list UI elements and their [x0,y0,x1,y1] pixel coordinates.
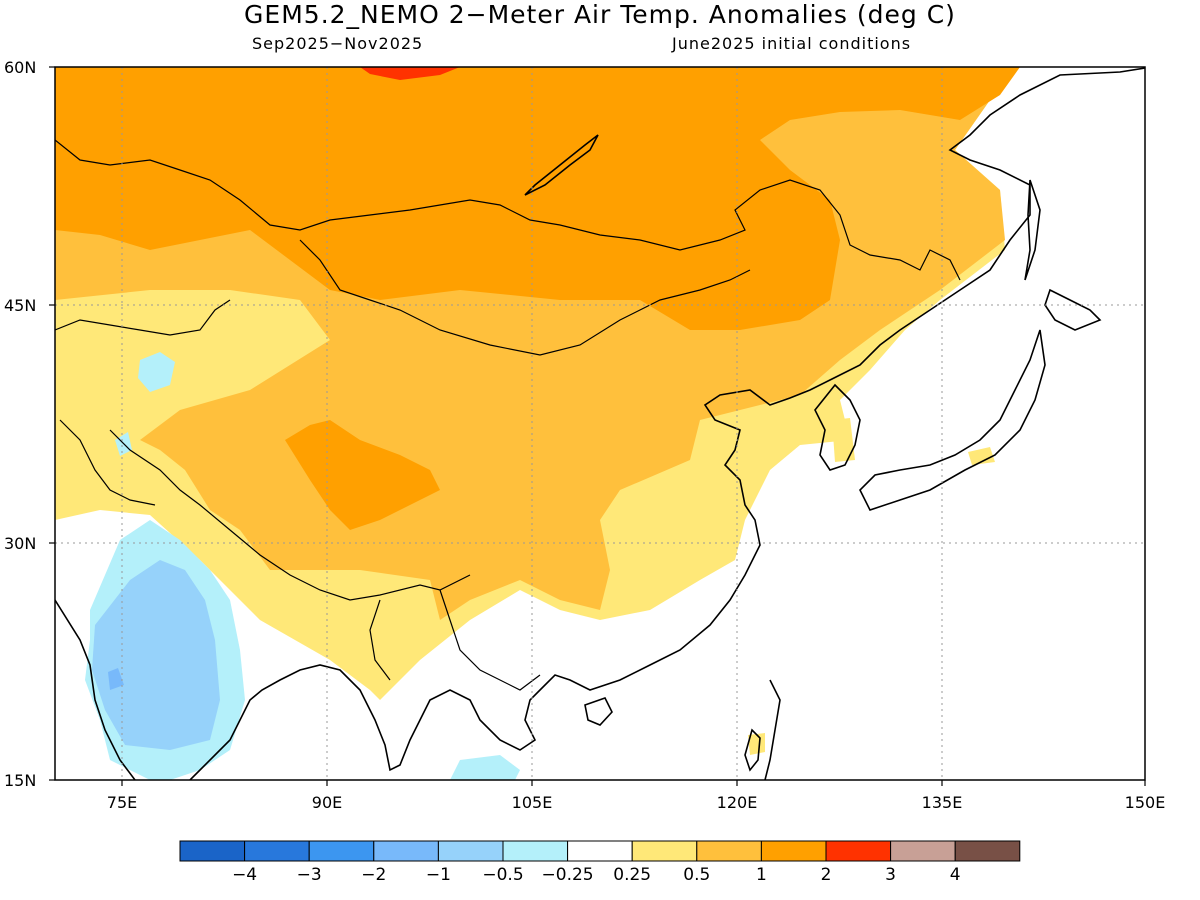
anomaly-region-1-2 [55,67,1020,330]
anomaly-region-neg-0.5-1 [92,560,220,750]
anomaly-field [55,67,1145,780]
colorbar-swatch [437,840,504,862]
colorbar-swatch [179,840,246,862]
colorbar-label: −3 [297,865,322,885]
colorbar-label: 0.25 [613,865,651,885]
anomaly-region-neg-0.25-0.5-kazakh [138,352,175,392]
lon-label-105e: 105E [512,793,553,812]
colorbar-swatch [567,840,633,862]
colorbar-label: 1 [756,865,767,885]
colorbar-swatch [696,840,762,862]
colorbar-swatch [373,840,439,862]
anomaly-region-2-3 [360,67,460,80]
colorbar-swatch [760,840,827,862]
anomaly-region-0.25-0.5-japan [968,447,995,465]
lat-label-15n: 15N [4,771,36,790]
gridlines [55,67,1145,780]
anomaly-region-neg-0.25-0.5-indochina [450,755,520,780]
colorbar-label: −0.5 [482,865,523,885]
forecast-period: Sep2025−Nov2025 [252,34,424,53]
colorbar-label: 0.5 [683,865,710,885]
lon-label-150e: 150E [1125,793,1166,812]
colorbar-swatch [890,840,956,862]
colorbar-label: −2 [361,865,386,885]
colorbar: −4 −3 −2 −1 −0.5 −0.25 0.25 0.5 1 2 3 4 [179,840,1021,885]
colorbar-label: −4 [232,865,257,885]
lat-label-30n: 30N [4,534,36,553]
lat-label-60n: 60N [4,58,36,77]
colorbar-swatch [502,840,569,862]
colorbar-swatch [631,840,698,862]
colorbar-swatch [308,840,375,862]
colorbar-label: 3 [885,865,896,885]
colorbar-label: −1 [426,865,451,885]
initial-conditions: June2025 initial conditions [672,34,912,53]
country-borders [55,139,961,691]
anomaly-region-0.25-0.5-korea [832,418,855,462]
colorbar-swatch [244,840,310,862]
lon-label-135e: 135E [922,793,963,812]
lon-label-90e: 90E [312,793,342,812]
lon-label-120e: 120E [717,793,758,812]
axis-ticks [49,66,1146,786]
coastlines [55,67,1145,780]
colorbar-swatch [825,840,892,862]
colorbar-label: 2 [821,865,832,885]
lat-label-45n: 45N [4,296,36,315]
colorbar-label: 4 [950,865,961,885]
map-title: GEM5.2_NEMO 2−Meter Air Temp. Anomalies … [244,0,956,29]
anomaly-region-neg-1-2 [108,668,124,690]
colorbar-label: −0.25 [542,865,594,885]
anomaly-region-1-2-tibet [285,420,440,530]
map-frame [54,66,1146,781]
colorbar-swatch [954,840,1021,862]
lon-label-75e: 75E [107,793,137,812]
